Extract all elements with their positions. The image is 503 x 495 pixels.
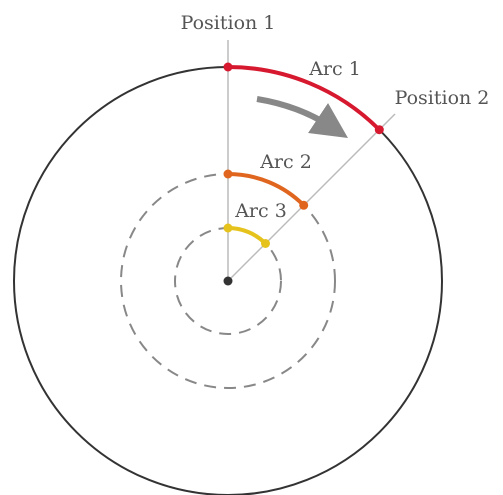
position-2-line (227, 113, 396, 282)
arc-3-end (261, 239, 270, 248)
arc-1-end (374, 125, 384, 135)
arc-3-label: Arc 3 (234, 200, 287, 222)
arc-1-start (223, 62, 233, 72)
position-2-label: Position 2 (395, 87, 490, 109)
center (223, 276, 233, 286)
arc-3 (227, 225, 267, 245)
arc-3-start (223, 223, 233, 233)
arc-2-label: Arc 2 (259, 151, 312, 173)
arc-2 (227, 171, 306, 207)
direction-arrow (256, 96, 348, 138)
arc-1-label: Arc 1 (308, 58, 361, 80)
arc-2-start (223, 169, 233, 179)
position-1-label: Position 1 (181, 12, 276, 34)
arc-2-end (299, 200, 309, 210)
arc-1 (227, 65, 381, 132)
